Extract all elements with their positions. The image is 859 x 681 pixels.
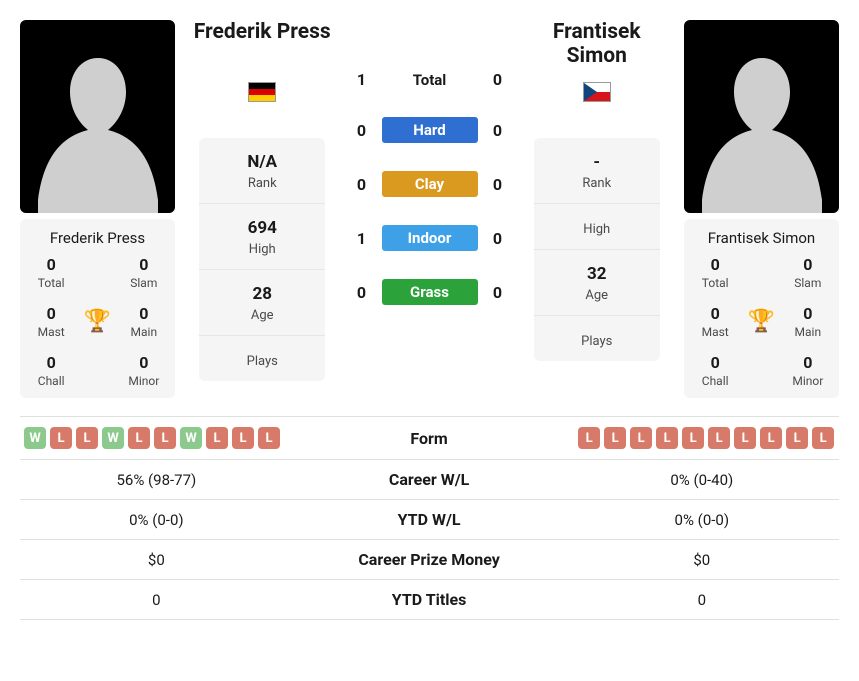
form-chip[interactable]: L [682,427,704,449]
cmp-row: 56% (98-77)Career W/L0% (0-40) [20,460,839,500]
form-chips: WLLWLLWLLL [20,427,293,449]
cmp-p2-val: $0 [565,551,838,569]
p1-card-name[interactable]: Frederik Press [28,229,167,247]
trophy-icon: 🏆 [738,309,784,334]
form-chip[interactable]: L [734,427,756,449]
p2-card-name[interactable]: Frantisek Simon [692,229,831,247]
cmp-row: $0Career Prize Money$0 [20,540,839,580]
flag-de-icon [248,82,276,102]
p2-photo[interactable] [684,20,839,213]
silhouette-icon [692,38,832,213]
cmp-p2-val: 0% (0-40) [565,471,838,489]
cmp-p1-val: $0 [20,551,293,569]
p1-stats-card: Frederik Press 0Total 0Slam 0Mast 🏆 0Mai… [20,219,175,398]
h2h-p1-val: 0 [350,175,374,194]
h2h-p2-val: 0 [486,70,510,89]
h2h-total-label: Total [382,71,478,89]
cmp-row: 0YTD Titles0 [20,580,839,620]
p2-name[interactable]: Frantisek Simon [522,20,673,72]
form-chips: LLLLLLLLLL [565,427,838,449]
form-chip[interactable]: L [708,427,730,449]
p1-meta-column: Frederik Press N/ARank 694High 28Age Pla… [187,20,338,381]
h2h-p2-val: 0 [486,121,510,140]
form-chip[interactable]: L [760,427,782,449]
form-chip[interactable]: W [102,427,124,449]
h2h-row: 1 Indoor 0 [350,225,510,251]
form-chip[interactable]: L [578,427,600,449]
p2-rank-box: -Rank High 32Age Plays [534,138,660,361]
cmp-p2-val: 0% (0-0) [565,511,838,529]
h2h-column: 1 Total 0 0 Hard 0 0 Clay 0 1 Indoor 0 0 Grass 0 [350,20,510,305]
h2h-page: Frederik Press 0Total 0Slam 0Mast 🏆 0Mai… [0,0,859,640]
surface-pill: Grass [382,279,478,305]
p1-photo[interactable] [20,20,175,213]
h2h-p1-val: 1 [350,70,374,89]
p2-stats-card: Frantisek Simon 0Total 0Slam 0Mast 🏆 0Ma… [684,219,839,398]
h2h-p2-val: 0 [486,283,510,302]
h2h-row: 1 Total 0 [350,70,510,89]
h2h-row: 0 Hard 0 [350,117,510,143]
cmp-label: YTD Titles [293,590,566,609]
form-chip[interactable]: L [258,427,280,449]
surface-pill: Hard [382,117,478,143]
surface-pill: Clay [382,171,478,197]
cmp-p1-val: 56% (98-77) [20,471,293,489]
form-chip[interactable]: W [180,427,202,449]
form-chip[interactable]: L [206,427,228,449]
p1-column: Frederik Press 0Total 0Slam 0Mast 🏆 0Mai… [20,20,175,398]
cmp-p2-val: 0 [565,591,838,609]
top-section: Frederik Press 0Total 0Slam 0Mast 🏆 0Mai… [20,20,839,398]
form-chip[interactable]: L [812,427,834,449]
h2h-p2-val: 0 [486,229,510,248]
form-chip[interactable]: L [128,427,150,449]
trophy-icon: 🏆 [74,309,120,334]
cmp-label: YTD W/L [293,510,566,529]
cmp-row: 0% (0-0)YTD W/L0% (0-0) [20,500,839,540]
cmp-label: Form [293,429,566,448]
flag-cz-icon [583,82,611,102]
p1-name[interactable]: Frederik Press [194,20,331,72]
p2-meta-column: Frantisek Simon -Rank High 32Age Plays [522,20,673,361]
cmp-label: Career W/L [293,470,566,489]
form-chip[interactable]: L [656,427,678,449]
form-chip[interactable]: W [24,427,46,449]
cmp-row-form: WLLWLLWLLLFormLLLLLLLLLL [20,416,839,460]
form-chip[interactable]: L [604,427,626,449]
form-chip[interactable]: L [50,427,72,449]
h2h-p1-val: 0 [350,121,374,140]
form-chip[interactable]: L [154,427,176,449]
surface-pill: Indoor [382,225,478,251]
form-chip[interactable]: L [630,427,652,449]
h2h-p1-val: 1 [350,229,374,248]
h2h-p1-val: 0 [350,283,374,302]
form-chip[interactable]: L [786,427,808,449]
comparison-table: WLLWLLWLLLFormLLLLLLLLLL56% (98-77)Caree… [20,416,839,620]
h2h-row: 0 Grass 0 [350,279,510,305]
h2h-row: 0 Clay 0 [350,171,510,197]
p2-column: Frantisek Simon 0Total 0Slam 0Mast 🏆 0Ma… [684,20,839,398]
cmp-p1-val: 0% (0-0) [20,511,293,529]
h2h-p2-val: 0 [486,175,510,194]
silhouette-icon [28,38,168,213]
form-chip[interactable]: L [76,427,98,449]
p1-rank-box: N/ARank 694High 28Age Plays [199,138,325,381]
form-chip[interactable]: L [232,427,254,449]
cmp-label: Career Prize Money [293,550,566,569]
cmp-p1-val: 0 [20,591,293,609]
